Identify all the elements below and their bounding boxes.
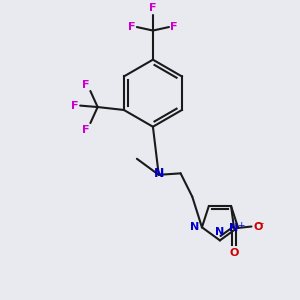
Text: F: F xyxy=(82,80,89,90)
Text: N: N xyxy=(154,167,164,180)
Text: F: F xyxy=(128,22,135,32)
Text: F: F xyxy=(82,124,89,134)
Text: O: O xyxy=(229,248,239,258)
Text: O: O xyxy=(254,221,263,232)
Text: F: F xyxy=(149,3,157,13)
Text: +: + xyxy=(237,220,244,230)
Text: N: N xyxy=(230,223,238,233)
Text: N: N xyxy=(190,222,199,232)
Text: −: − xyxy=(256,218,263,227)
Text: N: N xyxy=(215,227,225,237)
Text: F: F xyxy=(71,100,79,111)
Text: F: F xyxy=(170,22,178,32)
